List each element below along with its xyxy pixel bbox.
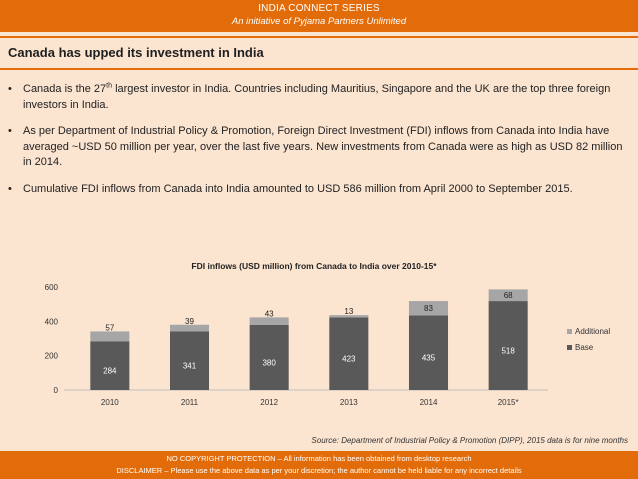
legend-label: Base <box>575 343 594 352</box>
bullet-text: largest investor in India. Countries inc… <box>23 83 611 111</box>
data-label-base: 518 <box>501 347 515 356</box>
bar-additional <box>408 301 449 316</box>
bar-additional <box>329 315 369 318</box>
y-tick-label: 200 <box>45 352 59 361</box>
series-subtitle: An initiative of Pyjama Partners Unlimit… <box>231 16 407 27</box>
bar-base <box>329 317 369 390</box>
top-divider <box>0 36 638 38</box>
bullet-text: Canada is the 27 <box>23 83 107 95</box>
series-title: INDIA CONNECT SERIES <box>258 3 380 14</box>
bullet-item: • As per Department of Industrial Policy… <box>8 124 630 171</box>
data-label-base: 435 <box>422 354 436 363</box>
y-tick-label: 600 <box>45 283 59 292</box>
x-tick-label: 2014 <box>420 398 438 407</box>
data-label-additional: 68 <box>504 291 513 300</box>
data-label-base: 284 <box>103 367 117 376</box>
x-tick-label: 2013 <box>340 398 358 407</box>
bar-base <box>249 324 289 390</box>
bar-base <box>169 331 210 390</box>
source-note: Source: Department of Industrial Policy … <box>311 436 628 445</box>
chart-svg: FDI inflows (USD million) from Canada to… <box>45 261 611 407</box>
data-label-additional: 13 <box>344 307 353 316</box>
y-tick-label: 0 <box>54 386 59 395</box>
footer-banner: NO COPYRIGHT PROTECTION – All informatio… <box>0 451 638 479</box>
bullet-list: • Canada is the 27th largest investor in… <box>8 82 630 208</box>
x-tick-label: 2011 <box>181 398 199 407</box>
data-label-base: 380 <box>262 358 276 367</box>
bar-base <box>90 341 130 390</box>
bullet-text: Cumulative FDI inflows from Canada into … <box>23 182 573 195</box>
bullet-dot: • <box>8 182 12 195</box>
legend-swatch <box>567 329 572 334</box>
chart-title: FDI inflows (USD million) from Canada to… <box>191 261 437 271</box>
bar-additional <box>488 289 528 302</box>
x-tick-label: 2010 <box>101 398 119 407</box>
bullet-text: As per Department of Industrial Policy &… <box>23 125 623 168</box>
bullet-item: • Canada is the 27th largest investor in… <box>8 82 630 113</box>
data-label-additional: 39 <box>185 317 194 326</box>
fdi-chart: FDI inflows (USD million) from Canada to… <box>0 250 638 420</box>
page-title: Canada has upped its investment in India <box>8 45 264 60</box>
bar-additional <box>90 331 130 342</box>
ordinal-suffix: th <box>106 82 113 90</box>
data-label-additional: 83 <box>424 304 433 313</box>
bullet-dot: • <box>8 83 12 95</box>
x-tick-label: 2012 <box>260 398 278 407</box>
bullet-dot: • <box>8 125 12 137</box>
disclaimer-note: DISCLAIMER – Please use the above data a… <box>116 466 522 475</box>
data-label-additional: 57 <box>105 323 114 332</box>
title-divider <box>0 68 638 70</box>
bar-base <box>488 301 528 390</box>
data-label-base: 423 <box>342 355 356 364</box>
bullet-item: • Cumulative FDI inflows from Canada int… <box>8 182 630 198</box>
legend-swatch <box>567 345 572 350</box>
copyright-note: NO COPYRIGHT PROTECTION – All informatio… <box>166 454 472 463</box>
header-banner: INDIA CONNECT SERIES An initiative of Py… <box>0 0 638 32</box>
y-tick-label: 400 <box>45 317 59 326</box>
bar-additional <box>249 317 289 325</box>
data-label-additional: 43 <box>265 309 274 318</box>
x-tick-label: 2015* <box>498 398 519 407</box>
data-label-base: 341 <box>183 362 197 371</box>
bar-additional <box>169 324 210 332</box>
legend-label: Additional <box>575 327 610 336</box>
bar-base <box>408 315 449 390</box>
